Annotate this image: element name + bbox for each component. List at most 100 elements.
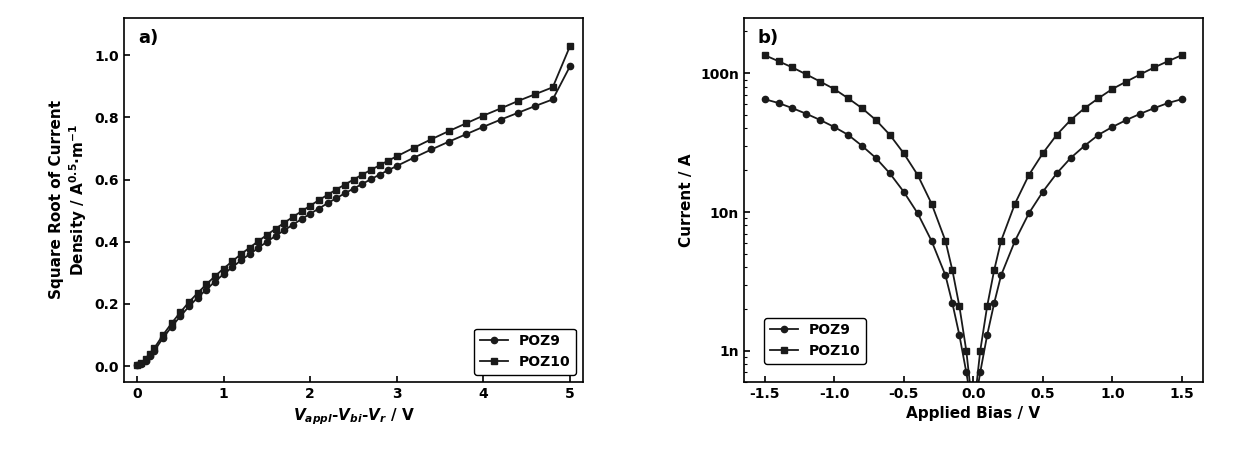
- POZ9: [758, 97, 773, 102]
- POZ9: [546, 97, 560, 102]
- POZ10: [952, 304, 967, 309]
- POZ10: [294, 209, 309, 214]
- POZ9: [294, 216, 309, 222]
- POZ9: [303, 211, 317, 216]
- POZ10: [1063, 117, 1078, 123]
- POZ10: [134, 360, 149, 365]
- POZ9: [1049, 171, 1064, 176]
- POZ9: [1105, 124, 1120, 130]
- POZ9: [372, 172, 387, 177]
- POZ9: [1118, 117, 1133, 123]
- POZ10: [511, 98, 526, 104]
- POZ10: [459, 121, 474, 126]
- POZ9: [494, 117, 508, 122]
- POZ9: [1008, 238, 1023, 243]
- POZ9: [799, 111, 813, 116]
- POZ10: [883, 132, 898, 137]
- POZ10: [216, 266, 231, 271]
- POZ9: [138, 358, 153, 363]
- POZ9: [868, 155, 883, 161]
- POZ10: [233, 251, 248, 257]
- POZ10: [910, 172, 925, 178]
- POZ10: [329, 187, 343, 192]
- POZ10: [854, 106, 869, 111]
- POZ10: [758, 53, 773, 58]
- POZ10: [1174, 53, 1189, 58]
- POZ9: [250, 245, 265, 251]
- POZ10: [424, 136, 439, 142]
- POZ10: [812, 79, 827, 84]
- POZ10: [1091, 96, 1106, 101]
- POZ10: [250, 238, 265, 244]
- POZ10: [207, 273, 222, 279]
- POZ10: [285, 214, 300, 220]
- POZ9: [952, 332, 967, 338]
- POZ10: [1118, 79, 1133, 84]
- POZ10: [277, 220, 291, 225]
- POZ9: [827, 124, 842, 130]
- POZ10: [924, 201, 939, 206]
- POZ10: [1049, 132, 1064, 137]
- POZ10: [363, 167, 378, 173]
- POZ9: [146, 348, 161, 353]
- POZ9: [155, 335, 170, 341]
- POZ9: [329, 196, 343, 201]
- POZ10: [1078, 106, 1092, 111]
- POZ10: [827, 86, 842, 92]
- POZ9: [190, 295, 205, 300]
- POZ9: [172, 314, 187, 319]
- POZ9: [311, 206, 326, 211]
- POZ10: [155, 332, 170, 338]
- POZ9: [1078, 143, 1092, 149]
- POZ9: [973, 370, 988, 375]
- POZ10: [771, 58, 786, 64]
- POZ10: [337, 182, 352, 187]
- POZ9: [181, 304, 196, 309]
- POZ9: [337, 190, 352, 196]
- POZ10: [138, 357, 153, 362]
- POZ9: [1091, 132, 1106, 137]
- POZ10: [1161, 58, 1176, 64]
- POZ10: [198, 282, 213, 287]
- POZ9: [476, 124, 491, 129]
- POZ9: [910, 211, 925, 216]
- POZ9: [407, 155, 422, 160]
- POZ10: [1008, 201, 1023, 206]
- X-axis label: Applied Bias / V: Applied Bias / V: [906, 406, 1040, 421]
- X-axis label: $V_{appl}$-$V_{bi}$-$V_r$ / V: $V_{appl}$-$V_{bi}$-$V_r$ / V: [293, 406, 414, 427]
- POZ10: [868, 117, 883, 123]
- POZ10: [172, 310, 187, 315]
- POZ10: [1105, 86, 1120, 92]
- POZ10: [143, 352, 157, 357]
- POZ9: [854, 143, 869, 149]
- POZ9: [1147, 106, 1162, 111]
- POZ10: [799, 72, 813, 77]
- POZ10: [181, 299, 196, 305]
- Line: POZ10: POZ10: [761, 52, 1185, 417]
- POZ10: [129, 362, 144, 368]
- POZ9: [320, 201, 335, 206]
- POZ10: [563, 43, 578, 48]
- POZ10: [476, 113, 491, 118]
- POZ10: [897, 150, 911, 156]
- POZ10: [959, 348, 973, 353]
- POZ9: [198, 287, 213, 292]
- POZ9: [563, 63, 578, 69]
- POZ9: [812, 117, 827, 123]
- POZ9: [785, 106, 800, 111]
- POZ10: [407, 145, 422, 150]
- Text: b): b): [758, 29, 779, 47]
- POZ9: [346, 186, 361, 191]
- POZ9: [268, 233, 283, 238]
- POZ10: [785, 65, 800, 70]
- Text: a): a): [138, 29, 157, 47]
- POZ9: [1133, 111, 1148, 116]
- Line: POZ9: POZ9: [134, 63, 573, 368]
- POZ10: [146, 345, 161, 351]
- POZ10: [372, 163, 387, 168]
- POZ10: [841, 96, 856, 101]
- POZ10: [268, 226, 283, 231]
- Y-axis label: Square Root of Current
Density / A$^{0.5}$$\cdot$m$^{-1}$: Square Root of Current Density / A$^{0.5…: [48, 100, 89, 299]
- Line: POZ9: POZ9: [761, 96, 1185, 417]
- POZ10: [389, 154, 404, 159]
